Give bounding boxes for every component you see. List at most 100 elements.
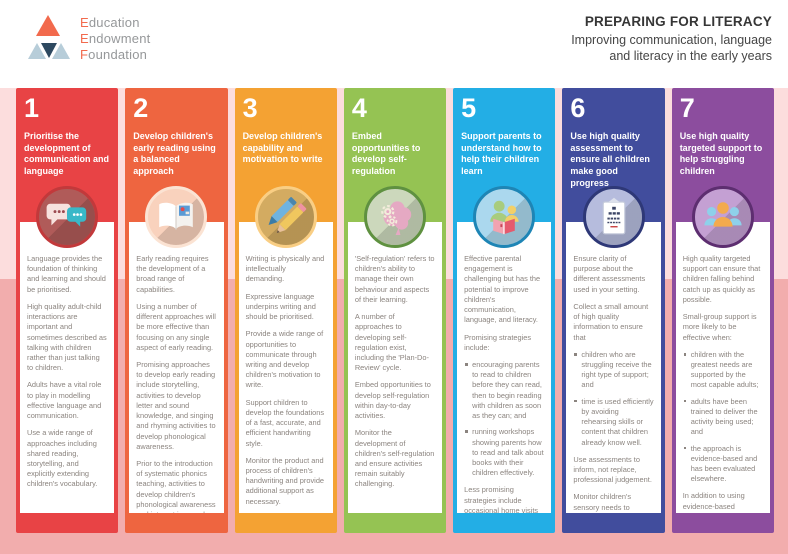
logo-line: Endowment xyxy=(80,30,151,46)
bullet-list: children who are struggling receive the … xyxy=(573,350,654,448)
bullet-item: running workshops showing parents how to… xyxy=(464,427,544,478)
body-paragraph: In addition to using evidence-based prog… xyxy=(682,491,747,513)
page-title: PREPARING FOR LITERACY xyxy=(584,14,772,29)
recommendation-card-7: 7 Use high quality targeted support to h… xyxy=(671,88,774,533)
card-header: 1 Prioritise the development of communic… xyxy=(16,88,118,222)
card-icon-circle xyxy=(691,186,754,248)
body-paragraph: Small-group support is more likely to be… xyxy=(682,312,757,342)
card-body-text: 'Self-regulation' refers to children's a… xyxy=(355,254,435,490)
recommendation-card-2: 2 Develop children's early reading using… xyxy=(125,88,228,533)
card-header: 4 Embed opportunities to develop self-re… xyxy=(344,88,446,222)
card-body-panel: Effective parental engagement is challen… xyxy=(457,222,552,513)
card-number: 5 xyxy=(461,93,477,123)
card-heading: Use high quality assessment to ensure al… xyxy=(570,131,650,188)
card-heading: Develop children's capability and motiva… xyxy=(242,131,323,165)
logo-line: Education xyxy=(80,14,140,30)
parents-book-icon xyxy=(480,193,528,241)
body-paragraph: Expressive language underpins writing an… xyxy=(245,291,316,322)
body-paragraph: Monitor the product and process of child… xyxy=(245,455,325,506)
body-paragraph: Use assessments to inform, not replace, … xyxy=(573,454,652,485)
recommendation-card-3: 3 Develop children's capability and moti… xyxy=(234,88,337,533)
clipboard-icon xyxy=(590,193,638,241)
eef-logo-icon xyxy=(28,13,70,65)
card-body-panel: Language provides the foundation of thin… xyxy=(20,222,115,513)
card-icon-circle xyxy=(473,186,536,248)
logo-line: Foundation xyxy=(80,47,148,63)
body-paragraph: Collect a small amount of high quality i… xyxy=(573,301,649,342)
group-icon xyxy=(699,193,747,241)
card-number: 1 xyxy=(24,93,40,123)
card-heading: Develop children's early reading using a… xyxy=(133,131,216,177)
card-body-panel: High quality targeted support can ensure… xyxy=(675,222,770,513)
card-icon-circle xyxy=(254,186,317,248)
body-paragraph: Less promising strategies include occasi… xyxy=(464,485,539,513)
body-paragraph: High quality adult-child interactions ar… xyxy=(27,301,107,373)
bullet-item: children who are struggling receive the … xyxy=(573,350,653,391)
card-header: 3 Develop children's capability and moti… xyxy=(235,88,337,222)
card-body-panel: 'Self-regulation' refers to children's a… xyxy=(347,222,443,513)
subtitle-line-1: Improving communication, language xyxy=(571,33,772,47)
subtitle-line-2: and literacy in the early years xyxy=(609,49,772,64)
body-paragraph: Promising strategies include: xyxy=(464,332,532,352)
card-number: 2 xyxy=(133,93,149,123)
body-paragraph: Use a wide range of approaches including… xyxy=(27,428,98,489)
bullet-list: children with the greatest needs are sup… xyxy=(683,350,763,485)
card-header: 7 Use high quality targeted support to h… xyxy=(672,88,774,222)
body-paragraph: Ensure clarity of purpose about the diff… xyxy=(573,254,646,294)
body-paragraph: Provide a wide range of opportunities to… xyxy=(245,329,324,390)
masthead: PREPARING FOR LITERACY Improving communi… xyxy=(571,14,772,65)
bullet-item: time is used efficiently by avoiding reh… xyxy=(573,397,654,448)
body-paragraph: Monitor children's sensory needs to ensu… xyxy=(573,492,634,513)
body-paragraph: Language provides the foundation of thin… xyxy=(27,254,106,294)
bullet-item: the approach is evidence-based and has b… xyxy=(683,444,763,485)
card-body-panel: Ensure clarity of purpose about the diff… xyxy=(566,222,661,513)
bullet-item: children with the greatest needs are sup… xyxy=(683,350,763,391)
bullet-list: encouraging parents to read to children … xyxy=(464,360,544,478)
card-body-text: High quality targeted support can ensure… xyxy=(683,254,763,513)
eef-logo-text: Education Endowment Foundation xyxy=(80,15,150,64)
columns-container: 1 Prioritise the development of communic… xyxy=(16,88,774,533)
page-subtitle: Improving communication, language and li… xyxy=(571,32,772,65)
body-paragraph: 'Self-regulation' refers to children's a… xyxy=(354,254,435,304)
brain-gears-icon xyxy=(371,193,419,241)
body-paragraph: Monitor the development of children's se… xyxy=(354,428,435,489)
card-header: 6 Use high quality assessment to ensure … xyxy=(562,88,664,222)
card-header: 2 Develop children's early reading using… xyxy=(125,88,227,222)
card-number: 7 xyxy=(679,93,695,123)
card-heading: Embed opportunities to develop self-regu… xyxy=(351,131,421,177)
card-body-text: Writing is physically and intellectually… xyxy=(246,254,326,507)
bullet-item: encouraging parents to read to children … xyxy=(464,360,544,421)
body-paragraph: Prior to the introduction of systematic … xyxy=(136,458,216,513)
page-header: Education Endowment Foundation PREPARING… xyxy=(0,0,788,88)
body-paragraph: High quality targeted support can ensure… xyxy=(682,254,761,304)
card-header: 5 Support parents to understand how to h… xyxy=(453,88,555,222)
recommendation-card-5: 5 Support parents to understand how to h… xyxy=(453,88,556,533)
recommendation-card-6: 6 Use high quality assessment to ensure … xyxy=(562,88,665,533)
card-body-text: Early reading requires the development o… xyxy=(136,254,216,513)
card-body-text: Ensure clarity of purpose about the diff… xyxy=(573,254,653,513)
body-paragraph: Using a number of different approaches w… xyxy=(136,301,216,352)
card-number: 6 xyxy=(570,93,586,123)
recommendation-card-1: 1 Prioritise the development of communic… xyxy=(16,88,119,533)
card-number: 3 xyxy=(242,93,258,123)
body-paragraph: Adults have a vital role to play in mode… xyxy=(27,380,102,421)
card-icon-circle xyxy=(36,186,99,248)
body-paragraph: Support children to develop the foundati… xyxy=(245,397,325,448)
recommendation-card-4: 4 Embed opportunities to develop self-re… xyxy=(343,88,447,533)
logo-triangle-blue-right xyxy=(52,43,70,59)
body-paragraph: Effective parental engagement is challen… xyxy=(464,254,541,325)
card-icon-circle xyxy=(145,186,208,248)
body-paragraph: Early reading requires the development o… xyxy=(136,254,209,294)
body-paragraph: Embed opportunities to develop self-regu… xyxy=(354,380,431,421)
pencils-icon xyxy=(262,193,310,241)
card-heading: Prioritise the development of communicat… xyxy=(24,131,110,177)
speech-bubbles-icon xyxy=(43,193,91,241)
logo-triangle-orange xyxy=(36,15,60,36)
card-body-text: Language provides the foundation of thin… xyxy=(27,254,107,490)
card-heading: Use high quality targeted support to hel… xyxy=(679,131,763,177)
card-heading: Support parents to understand how to hel… xyxy=(461,131,542,177)
card-body-panel: Early reading requires the development o… xyxy=(129,222,224,513)
body-paragraph: Promising approaches to develop early re… xyxy=(136,359,216,451)
card-icon-circle xyxy=(582,186,645,248)
bullet-item: adults have been trained to deliver the … xyxy=(683,397,763,438)
